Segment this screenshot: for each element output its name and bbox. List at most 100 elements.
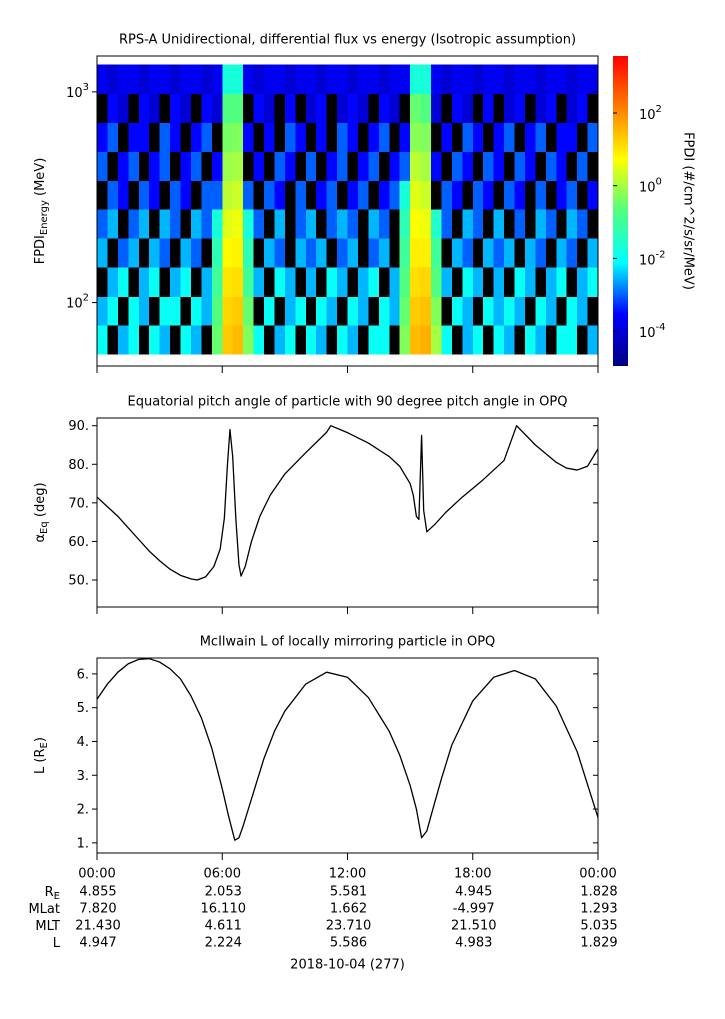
heatmap-cell [232, 296, 244, 326]
heatmap-cell [211, 325, 223, 355]
heatmap-cell [389, 267, 401, 297]
heatmap-cell [243, 209, 254, 239]
heatmap-cell [316, 151, 328, 181]
heatmap-cell [357, 180, 369, 210]
heatmap-cell [170, 209, 181, 239]
heatmap-cell [180, 238, 192, 268]
heatmap-cell [524, 122, 536, 152]
heatmap-cell [556, 180, 568, 210]
heatmap-cell [462, 296, 474, 326]
heatmap-cell [347, 296, 359, 326]
colorbar-tick-label: 100 [639, 177, 662, 196]
ephemeris-value: 1.829 [580, 936, 617, 951]
heatmap-cell [378, 209, 390, 239]
y-tick-label: 90. [68, 419, 89, 434]
ephemeris-date: 2018-10-04 (277) [290, 958, 405, 973]
heatmap-cell [243, 238, 254, 268]
heatmap-cell [253, 267, 265, 297]
colorbar-tick-label: 102 [639, 104, 662, 123]
heatmap-cell [326, 325, 338, 355]
heatmap-cell [451, 209, 463, 239]
heatmap-cell [201, 93, 213, 123]
heatmap-cell [493, 180, 505, 210]
heatmap-cell [128, 151, 140, 181]
heatmap-cell [504, 64, 515, 94]
heatmap-cell [128, 122, 140, 152]
tick-base: 10 [639, 180, 656, 195]
heatmap-cell [97, 93, 108, 123]
heatmap-cell [232, 151, 244, 181]
heatmap-cell [295, 151, 307, 181]
heatmap-cell [357, 64, 369, 94]
heatmap-cell [472, 209, 484, 239]
heatmap-cell [451, 151, 463, 181]
heatmap-cell [264, 209, 275, 239]
heatmap-cell [243, 93, 254, 123]
heatmap-cell [222, 64, 234, 94]
heatmap-cell [180, 325, 192, 355]
heatmap-cell [264, 180, 275, 210]
heatmap-cell [545, 325, 557, 355]
heatmap-cell [451, 64, 463, 94]
heatmap-cell [472, 180, 484, 210]
heatmap-cell [201, 180, 213, 210]
heatmap-cell [441, 267, 453, 297]
heatmap-cell [347, 325, 359, 355]
heatmap-cell [493, 64, 505, 94]
heatmap-cell [170, 151, 181, 181]
heatmap-cell [368, 151, 380, 181]
heatmap-cell [117, 64, 129, 94]
heatmap-cell [514, 64, 526, 94]
heatmap-cell [472, 93, 484, 123]
heatmap-cell [107, 267, 119, 297]
heatmap-cell [577, 93, 588, 123]
heatmap-cell [483, 93, 495, 123]
heatmap-cell [149, 267, 161, 297]
heatmap-cell [368, 238, 380, 268]
heatmap-cell [211, 296, 223, 326]
heatmap-cell [587, 93, 599, 123]
heatmap-cell [483, 209, 495, 239]
heatmap-cell [431, 267, 442, 297]
heatmap-cell [337, 180, 348, 210]
line-series [96, 425, 599, 581]
heatmap-cell [399, 209, 411, 239]
line-series [96, 658, 599, 841]
heatmap-cell [159, 267, 171, 297]
ephemeris-value: 16.110 [201, 902, 247, 917]
heatmap-cell [305, 64, 317, 94]
heatmap-cell [347, 122, 359, 152]
heatmap-cell [357, 325, 369, 355]
heatmap-cell [347, 209, 359, 239]
heatmap-cell [264, 238, 275, 268]
heatmap-cell [180, 122, 192, 152]
heatmap-cell [149, 209, 161, 239]
heatmap-cell [566, 64, 578, 94]
heatmap-cell [472, 296, 484, 326]
heatmap-cell [514, 209, 526, 239]
heatmap-cell [389, 238, 401, 268]
heatmap-cell [556, 122, 568, 152]
heatmap-cell [535, 64, 547, 94]
heatmap-cell [326, 296, 338, 326]
heatmap-cell [159, 64, 171, 94]
heatmap-cell [222, 325, 234, 355]
heatmap-cell [545, 151, 557, 181]
heatmap-cell [524, 209, 536, 239]
tick-exponent: -2 [656, 249, 666, 260]
heatmap-cell [149, 296, 161, 326]
heatmap-cell [211, 238, 223, 268]
heatmap-cell [201, 209, 213, 239]
heatmap-cell [138, 93, 150, 123]
heatmap-cell [222, 238, 234, 268]
heatmap-cell [107, 122, 119, 152]
heatmap-cell [107, 238, 119, 268]
heatmap-cell [170, 325, 181, 355]
heatmap-cell [545, 267, 557, 297]
heatmap-cell [232, 93, 244, 123]
heatmap-cell [295, 238, 307, 268]
heatmap-cell [420, 180, 432, 210]
heatmap-cell [284, 122, 296, 152]
heatmap-cell [577, 209, 588, 239]
